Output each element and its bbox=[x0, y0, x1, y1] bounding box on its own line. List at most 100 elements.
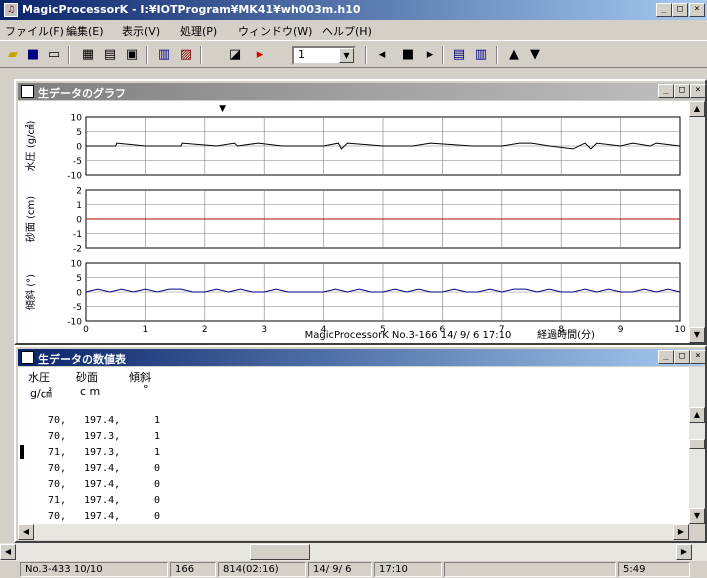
graph-area[interactable]: ▼ 10 5 0 -5 -10 水圧 (g/㎠) 2 1 0 -1 -2 砂面 (cm) 10 5 0 -5 -1… bbox=[18, 101, 689, 343]
graph-window-icon bbox=[21, 85, 34, 98]
main-hscroll-thumb[interactable] bbox=[250, 544, 310, 560]
table-icon[interactable]: ▦ bbox=[81, 47, 95, 62]
scroll-right-icon[interactable]: ▶ bbox=[676, 544, 692, 560]
col-unit-tilt: ° bbox=[143, 383, 149, 396]
new-icon[interactable]: ▭ bbox=[47, 47, 61, 62]
table-window[interactable]: 生データの数値表 _ □ × 水圧 砂面 傾斜 g/㎠ c m ° 70, 197… bbox=[14, 345, 707, 543]
table-cell: 197.4, bbox=[84, 495, 121, 506]
col-unit-sand: c m bbox=[80, 385, 101, 398]
table-cell: 70, bbox=[48, 415, 67, 426]
x-tick-label: 8 bbox=[558, 325, 564, 335]
menu-view[interactable]: 表示(V) bbox=[122, 25, 161, 38]
y-axis-label: 傾斜 (°) bbox=[24, 274, 37, 310]
next-icon[interactable]: ▸ bbox=[426, 47, 434, 62]
menu-file[interactable]: ファイル(F) bbox=[5, 25, 64, 38]
series-line bbox=[86, 142, 681, 150]
y-axis-label: 砂面 (cm) bbox=[24, 196, 37, 242]
x-tick-label: 9 bbox=[618, 325, 624, 335]
y-tick-label: 5 bbox=[76, 274, 82, 284]
scroll-down-icon[interactable]: ▼ bbox=[689, 327, 705, 343]
chart-icon[interactable]: ▨ bbox=[179, 47, 193, 62]
status-empty bbox=[444, 562, 616, 577]
x-tick-label: 1 bbox=[143, 325, 149, 335]
y-tick-label: 2 bbox=[76, 187, 82, 197]
y-tick-label: -2 bbox=[73, 245, 82, 255]
menu-window[interactable]: ウィンドウ(W) bbox=[238, 25, 313, 38]
y-tick-label: -10 bbox=[67, 172, 82, 182]
monitor-icon[interactable]: ▣ bbox=[125, 47, 139, 62]
table-cell: 70, bbox=[48, 511, 67, 522]
col-unit-pressure: g/㎠ bbox=[30, 387, 52, 400]
x-tick-label: 2 bbox=[202, 325, 208, 335]
series-line bbox=[85, 288, 681, 293]
chevron-down-icon[interactable]: ▼ bbox=[339, 48, 354, 63]
list-icon[interactable]: ▥ bbox=[157, 47, 171, 62]
play-icon[interactable]: ▸ bbox=[256, 47, 264, 62]
minimize-button[interactable]: _ bbox=[656, 3, 672, 17]
scroll-left-icon[interactable]: ◀ bbox=[18, 524, 34, 540]
main-hscroll[interactable]: ◀ ▶ bbox=[0, 543, 707, 561]
graph-minimize-button[interactable]: _ bbox=[658, 84, 674, 98]
scroll-up-icon[interactable]: ▲ bbox=[689, 407, 705, 423]
cursor-up-icon[interactable]: ▲ bbox=[509, 47, 519, 62]
graph-window[interactable]: 生データのグラフ _ □ × ▼ 10 5 0 -5 -10 水圧 (g/㎠) 2 1 0 -1 -2… bbox=[14, 79, 707, 345]
tile-v-icon[interactable]: ▥ bbox=[474, 47, 488, 62]
table-cell: 1 bbox=[154, 415, 161, 426]
graph-icon[interactable]: ▤ bbox=[103, 47, 117, 62]
table-vscroll-thumb[interactable] bbox=[689, 439, 705, 449]
table-cell: 70, bbox=[48, 479, 67, 490]
x-tick-label: 4 bbox=[321, 325, 327, 335]
table-window-title: 生データの数値表 bbox=[38, 353, 126, 366]
zoom-value: 1 bbox=[298, 48, 305, 61]
table-cell: 1 bbox=[154, 431, 161, 442]
table-cell: 70, bbox=[48, 463, 67, 474]
scroll-down-icon[interactable]: ▼ bbox=[689, 508, 705, 524]
menu-help[interactable]: ヘルプ(H) bbox=[322, 25, 372, 38]
y-tick-label: 0 bbox=[76, 143, 82, 153]
graph-close-button[interactable]: × bbox=[690, 84, 706, 98]
table-cell: 197.3, bbox=[84, 447, 121, 458]
table-hscroll[interactable]: ◀ ▶ bbox=[18, 524, 689, 540]
close-button[interactable]: × bbox=[689, 3, 705, 17]
export-icon[interactable]: ◪ bbox=[228, 47, 242, 62]
status-time: 17:10 bbox=[374, 562, 442, 577]
scroll-right-icon[interactable]: ▶ bbox=[673, 524, 689, 540]
scroll-up-icon[interactable]: ▲ bbox=[689, 101, 705, 117]
table-minimize-button[interactable]: _ bbox=[658, 350, 674, 364]
row-cursor-marker bbox=[20, 445, 24, 459]
menu-edit[interactable]: 編集(E) bbox=[66, 25, 104, 38]
table-vscroll[interactable]: ▲ ▼ bbox=[689, 367, 705, 524]
table-cell: 197.3, bbox=[84, 431, 121, 442]
status-record: No.3-433 10/10 bbox=[20, 562, 168, 577]
stop-icon[interactable]: ■ bbox=[401, 47, 415, 62]
maximize-button[interactable]: □ bbox=[672, 3, 688, 17]
graph-window-title: 生データのグラフ bbox=[38, 87, 126, 100]
prev-icon[interactable]: ◂ bbox=[378, 47, 386, 62]
y-tick-label: 0 bbox=[76, 216, 82, 226]
scroll-left-icon[interactable]: ◀ bbox=[0, 544, 16, 560]
app-icon[interactable]: ♫ bbox=[4, 3, 18, 17]
y-tick-label: -1 bbox=[73, 230, 82, 240]
toolbar: ▰ ■ ▭ ▦ ▤ ▣ ▥ ▨ ◪ ▸ 1 ▼ ◂ ■ ▸ ▤ ▥ ▲ ▼ bbox=[0, 40, 707, 68]
cursor-down-icon[interactable]: ▼ bbox=[530, 47, 540, 62]
col-header-sand: 砂面 bbox=[76, 371, 98, 384]
y-tick-label: 10 bbox=[71, 260, 83, 270]
graph-vscroll[interactable]: ▲ ▼ bbox=[689, 101, 705, 343]
x-axis-label: 経過時間(分) bbox=[537, 328, 595, 341]
table-window-titlebar[interactable]: 生データの数値表 _ □ × bbox=[18, 349, 706, 366]
open-icon[interactable]: ▰ bbox=[8, 47, 18, 62]
menu-bar: ファイル(F) 編集(E) 表示(V) 処理(P) ウィンドウ(W) ヘルプ(H… bbox=[0, 20, 707, 39]
data-table[interactable]: 水圧 砂面 傾斜 g/㎠ c m ° 70, 197.4, 1 70, 197.3, 1 7… bbox=[18, 367, 689, 524]
zoom-select[interactable]: 1 ▼ bbox=[292, 46, 356, 65]
table-cell: 71, bbox=[48, 495, 67, 506]
save-icon[interactable]: ■ bbox=[26, 47, 40, 62]
table-maximize-button[interactable]: □ bbox=[674, 350, 690, 364]
graph-maximize-button[interactable]: □ bbox=[674, 84, 690, 98]
x-tick-label: 0 bbox=[83, 325, 89, 335]
window-title: MagicProcessorK - I:¥IOTProgram¥MK41¥wh0… bbox=[22, 3, 361, 16]
menu-process[interactable]: 処理(P) bbox=[180, 25, 218, 38]
table-cell: 197.4, bbox=[84, 463, 121, 474]
tile-h-icon[interactable]: ▤ bbox=[452, 47, 466, 62]
table-close-button[interactable]: × bbox=[690, 350, 706, 364]
graph-window-titlebar[interactable]: 生データのグラフ _ □ × bbox=[18, 83, 706, 100]
